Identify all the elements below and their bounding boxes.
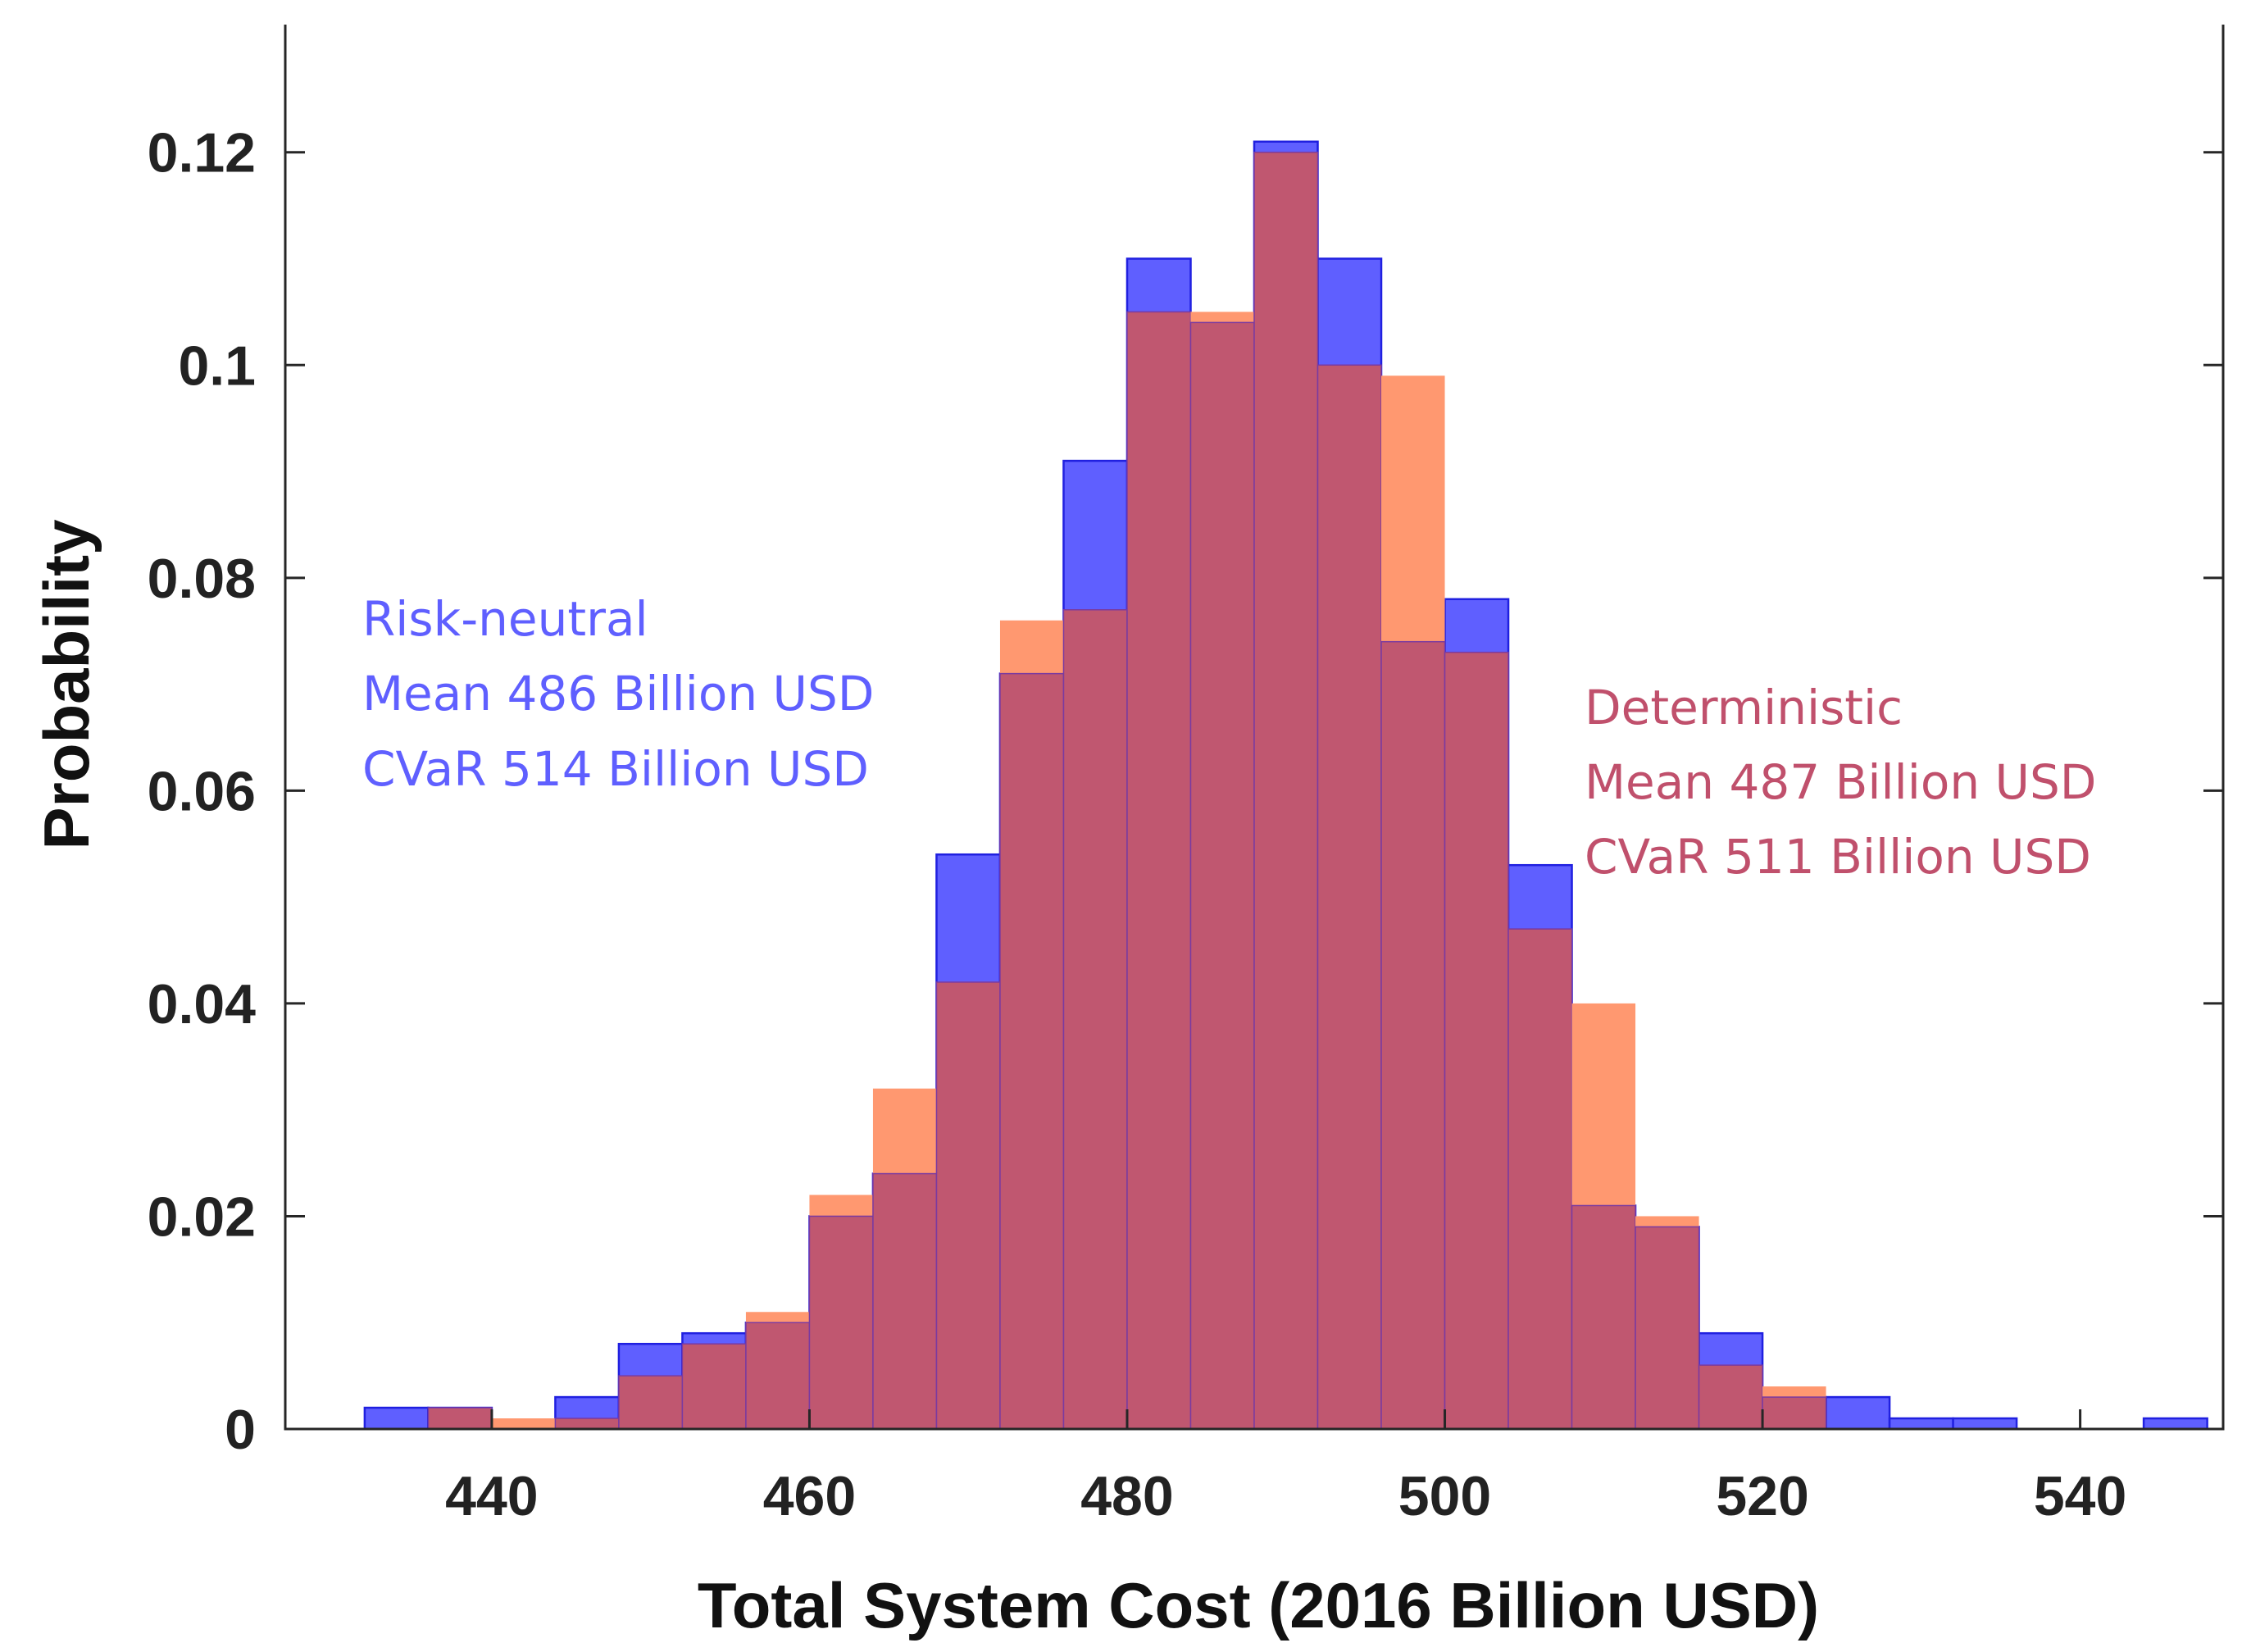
bar-deterministic-19	[1635, 1226, 1700, 1430]
bar-deterministic-excess-15	[1381, 375, 1445, 642]
bar-deterministic-excess-7	[872, 1088, 937, 1174]
bar-deterministic-5	[745, 1322, 811, 1430]
bar-deterministic-3	[618, 1375, 684, 1430]
annotation-deterministic-line-2: Mean 487 Billion USD	[1585, 754, 2096, 810]
bar-risk-neutral-23	[1888, 1417, 1954, 1431]
ticks-layer: 0 0.02 0.04 0.06 0.08 0.1 0.12 440 460 480 500 520 5…	[148, 122, 2223, 1527]
bar-deterministic-6	[808, 1215, 874, 1430]
annotation-deterministic-line-3: CVaR 511 Billion USD	[1585, 829, 2091, 885]
x-axis-title: Total System Cost (2016 Billion USD)	[698, 1569, 1819, 1641]
bar-deterministic-14	[1316, 364, 1382, 1430]
y-tick-label-4: 0.08	[148, 548, 256, 610]
bar-deterministic-21	[1762, 1396, 1827, 1430]
annotation-risk-neutral: Risk-neutral Mean 486 Billion USD CVaR 5…	[362, 591, 874, 797]
x-tick-label-1: 460	[763, 1465, 856, 1527]
bar-deterministic-8	[935, 981, 1001, 1430]
x-tick-label-4: 520	[1716, 1465, 1808, 1527]
bar-risk-neutral-22	[1825, 1395, 1891, 1431]
annotation-deterministic: Deterministic Mean 487 Billion USD CVaR …	[1585, 680, 2096, 885]
bar-risk-neutral-0	[363, 1406, 430, 1431]
bar-deterministic-18	[1571, 1204, 1636, 1430]
bar-deterministic-excess-21	[1762, 1386, 1826, 1398]
bar-deterministic-11	[1126, 311, 1192, 1430]
y-tick-label-5: 0.1	[178, 334, 256, 397]
bar-deterministic-excess-6	[809, 1195, 873, 1217]
x-tick-label-3: 500	[1398, 1465, 1491, 1527]
bar-deterministic-excess-18	[1571, 1003, 1636, 1206]
y-tick-label-3: 0.06	[148, 760, 256, 822]
bar-deterministic-16	[1444, 651, 1509, 1430]
bar-risk-neutral-24	[1952, 1417, 2018, 1431]
bar-deterministic-7	[872, 1172, 938, 1430]
axes-layer	[284, 25, 2225, 1431]
bar-deterministic-15	[1380, 640, 1446, 1430]
y-axis-title: Probability	[30, 519, 102, 849]
bar-deterministic-12	[1189, 321, 1255, 1430]
bar-deterministic-13	[1253, 151, 1319, 1430]
bar-deterministic-excess-12	[1190, 312, 1254, 323]
y-tick-label-0: 0	[225, 1399, 256, 1461]
bar-deterministic-10	[1062, 609, 1128, 1430]
annotation-deterministic-line-1: Deterministic	[1585, 680, 1903, 735]
annotation-risk-neutral-line-2: Mean 486 Billion USD	[362, 666, 874, 721]
y-tick-label-1: 0.02	[148, 1186, 256, 1248]
bar-deterministic-excess-9	[999, 620, 1064, 674]
bar-deterministic-excess-1	[491, 1418, 556, 1429]
annotation-risk-neutral-line-3: CVaR 514 Billion USD	[362, 741, 869, 797]
bar-deterministic-excess-19	[1635, 1216, 1699, 1227]
bar-deterministic-2	[554, 1418, 620, 1430]
bar-risk-neutral-25	[2142, 1417, 2208, 1431]
bar-deterministic-20	[1698, 1364, 1763, 1430]
y-tick-label-6: 0.12	[148, 122, 256, 184]
bar-deterministic-4	[681, 1343, 747, 1430]
bar-deterministic-excess-5	[745, 1312, 810, 1323]
annotation-risk-neutral-line-1: Risk-neutral	[362, 591, 648, 647]
bar-deterministic-17	[1507, 928, 1573, 1430]
bar-deterministic-0	[427, 1407, 493, 1430]
y-tick-label-2: 0.04	[148, 973, 257, 1035]
bar-deterministic-9	[999, 672, 1065, 1430]
axes-frame	[284, 25, 2225, 1431]
x-tick-label-5: 540	[2034, 1465, 2126, 1527]
bars-layer	[363, 140, 2208, 1431]
x-tick-label-2: 480	[1080, 1465, 1173, 1527]
x-tick-label-0: 440	[445, 1465, 538, 1527]
